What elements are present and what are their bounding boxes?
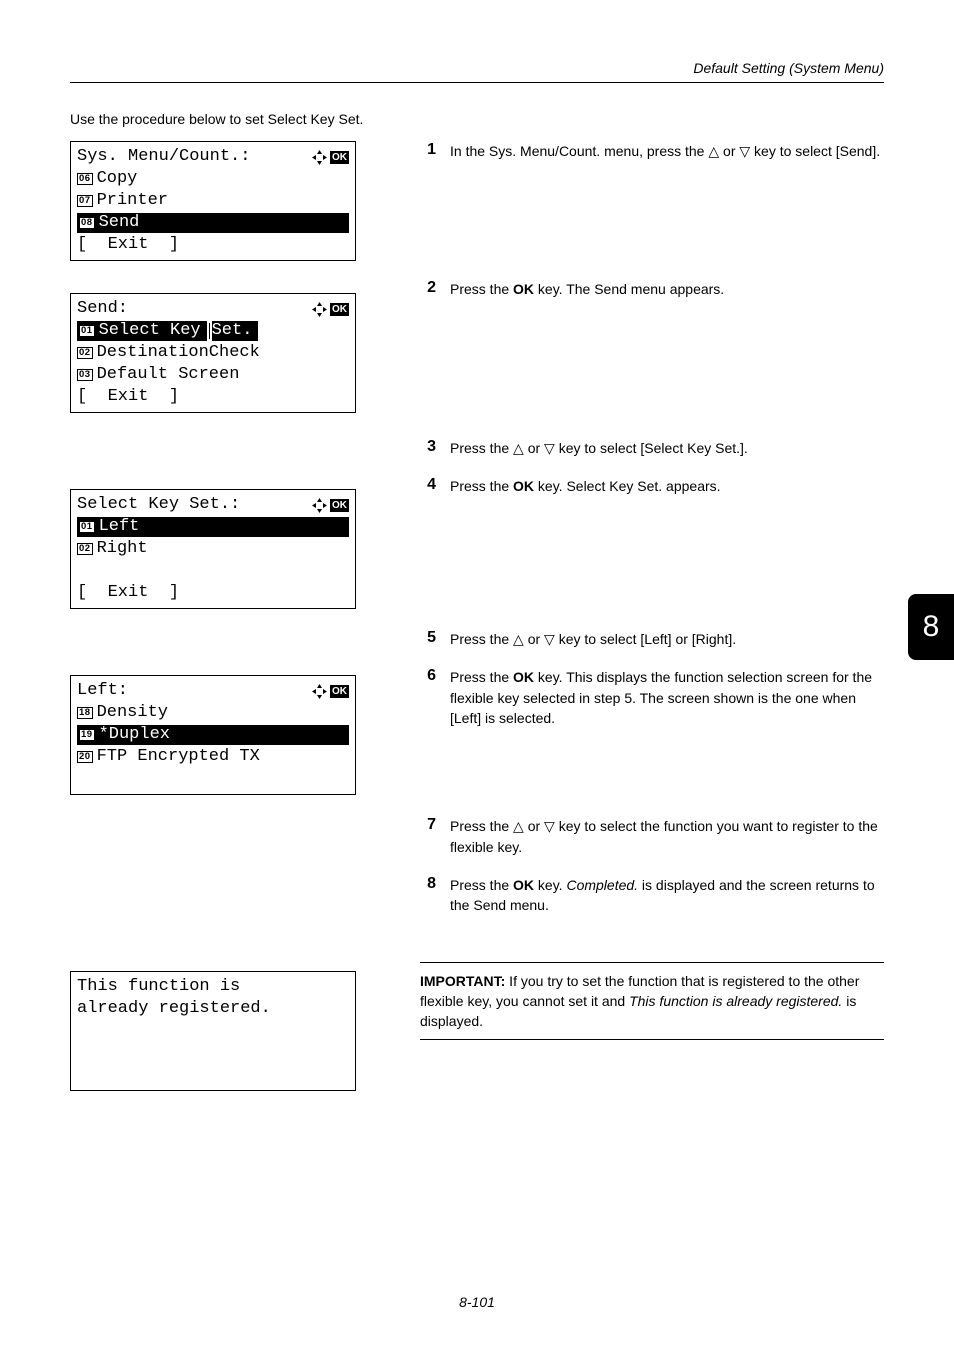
down-arrow-icon: ▽ xyxy=(739,143,750,159)
step-num: 6 xyxy=(420,667,436,685)
lcd-screen-sys-menu: Sys. Menu/Count.: OK 06 Copy 07 Printer 08… xyxy=(70,141,356,261)
content-area: Sys. Menu/Count.: OK 06 Copy 07 Printer 08… xyxy=(70,141,884,1107)
step-text: Press the △ or ▽ key to select [Select K… xyxy=(450,438,884,458)
lcd-screen-message: This function is already registered. xyxy=(70,971,356,1091)
ok-icon: OK xyxy=(330,685,349,698)
important-label: IMPORTANT: xyxy=(420,973,505,989)
item-num: 03 xyxy=(77,369,93,381)
item-num: 19 xyxy=(79,729,95,741)
lcd1-title: Sys. Menu/Count.: xyxy=(77,146,250,169)
item-label: Copy xyxy=(97,168,138,191)
item-num: 20 xyxy=(77,751,93,763)
step-4: 4 Press the OK key. Select Key Set. appe… xyxy=(420,476,884,496)
down-arrow-icon: ▽ xyxy=(544,440,555,456)
step-num: 7 xyxy=(420,816,436,834)
item-num: 02 xyxy=(77,543,93,555)
step-num: 8 xyxy=(420,875,436,893)
left-column: Sys. Menu/Count.: OK 06 Copy 07 Printer 08… xyxy=(70,141,380,1107)
msg-line1: This function is xyxy=(77,976,349,998)
item-label: Printer xyxy=(97,190,168,213)
item-label: FTP Encrypted TX xyxy=(97,746,260,769)
step-8: 8 Press the OK key. Completed. is displa… xyxy=(420,875,884,916)
step-num: 2 xyxy=(420,279,436,297)
lcd-screen-select-key: Select Key Set.: OK 01 Left 02 Right [ Exi… xyxy=(70,489,356,609)
up-arrow-icon: △ xyxy=(513,818,524,834)
lcd-footer: [ Exit ] xyxy=(77,582,349,604)
item-label: Default Screen xyxy=(97,364,240,387)
lcd-footer: [ Exit ] xyxy=(77,234,349,256)
step-text: Press the OK key. The Send menu appears. xyxy=(450,279,884,299)
nav-arrows-icon xyxy=(311,301,328,318)
nav-ok-icons: OK xyxy=(311,683,349,700)
item-num: 01 xyxy=(79,325,95,337)
step-7: 7 Press the △ or ▽ key to select the fun… xyxy=(420,816,884,857)
step-text: Press the OK key. Select Key Set. appear… xyxy=(450,476,884,496)
nav-arrows-icon xyxy=(311,497,328,514)
item-label: *Duplex xyxy=(99,724,170,747)
important-box: IMPORTANT: If you try to set the functio… xyxy=(420,962,884,1041)
step-2: 2 Press the OK key. The Send menu appear… xyxy=(420,279,884,299)
step-5: 5 Press the △ or ▽ key to select [Left] … xyxy=(420,629,884,649)
up-arrow-icon: △ xyxy=(513,631,524,647)
intro-text: Use the procedure below to set Select Ke… xyxy=(70,111,884,127)
item-label: Send xyxy=(99,212,140,235)
nav-arrows-icon xyxy=(311,149,328,166)
lcd-screen-left: Left: OK 18 Density 19 *Duplex 20 FTP Encry… xyxy=(70,675,356,795)
nav-ok-icons: OK xyxy=(311,497,349,514)
ok-icon: OK xyxy=(330,151,349,164)
msg-line2: already registered. xyxy=(77,998,349,1020)
up-arrow-icon: △ xyxy=(708,143,719,159)
ok-icon: OK xyxy=(330,499,349,512)
item-label: Density xyxy=(97,702,168,725)
lcd2-title: Send: xyxy=(77,298,128,321)
step-text: Press the △ or ▽ key to select [Left] or… xyxy=(450,629,884,649)
item-label: Set. xyxy=(212,321,259,341)
lcd3-title: Select Key Set.: xyxy=(77,494,240,517)
step-text: Press the △ or ▽ key to select the funct… xyxy=(450,816,884,857)
step-3: 3 Press the △ or ▽ key to select [Select… xyxy=(420,438,884,458)
nav-arrows-icon xyxy=(311,683,328,700)
item-label: DestinationCheck xyxy=(97,342,260,365)
nav-ok-icons: OK xyxy=(311,149,349,166)
item-label: Select Key xyxy=(99,320,201,343)
item-label: Right xyxy=(97,538,148,561)
item-num: 07 xyxy=(77,195,93,207)
right-column: 1 In the Sys. Menu/Count. menu, press th… xyxy=(420,141,884,1107)
item-num: 18 xyxy=(77,707,93,719)
step-1: 1 In the Sys. Menu/Count. menu, press th… xyxy=(420,141,884,161)
page-number: 8-101 xyxy=(0,1294,954,1310)
step-text: Press the OK key. Completed. is displaye… xyxy=(450,875,884,916)
item-num: 01 xyxy=(79,521,95,533)
lcd-screen-send: Send: OK 01 Select Key Set. 02 DestinationC… xyxy=(70,293,356,413)
down-arrow-icon: ▽ xyxy=(544,631,555,647)
item-num: 06 xyxy=(77,173,93,185)
step-text: Press the OK key. This displays the func… xyxy=(450,667,884,728)
page-header: Default Setting (System Menu) xyxy=(70,60,884,83)
ok-icon: OK xyxy=(330,303,349,316)
nav-ok-icons: OK xyxy=(311,301,349,318)
item-label: Left xyxy=(99,516,140,539)
lcd4-title: Left: xyxy=(77,680,128,703)
step-num: 5 xyxy=(420,629,436,647)
step-num: 4 xyxy=(420,476,436,494)
step-6: 6 Press the OK key. This displays the fu… xyxy=(420,667,884,728)
step-text: In the Sys. Menu/Count. menu, press the … xyxy=(450,141,884,161)
step-num: 1 xyxy=(420,141,436,159)
chapter-tab: 8 xyxy=(908,594,954,660)
step-num: 3 xyxy=(420,438,436,456)
lcd-footer: [ Exit ] xyxy=(77,386,349,408)
down-arrow-icon: ▽ xyxy=(544,818,555,834)
item-num: 02 xyxy=(77,347,93,359)
up-arrow-icon: △ xyxy=(513,440,524,456)
item-num: 08 xyxy=(79,217,95,229)
